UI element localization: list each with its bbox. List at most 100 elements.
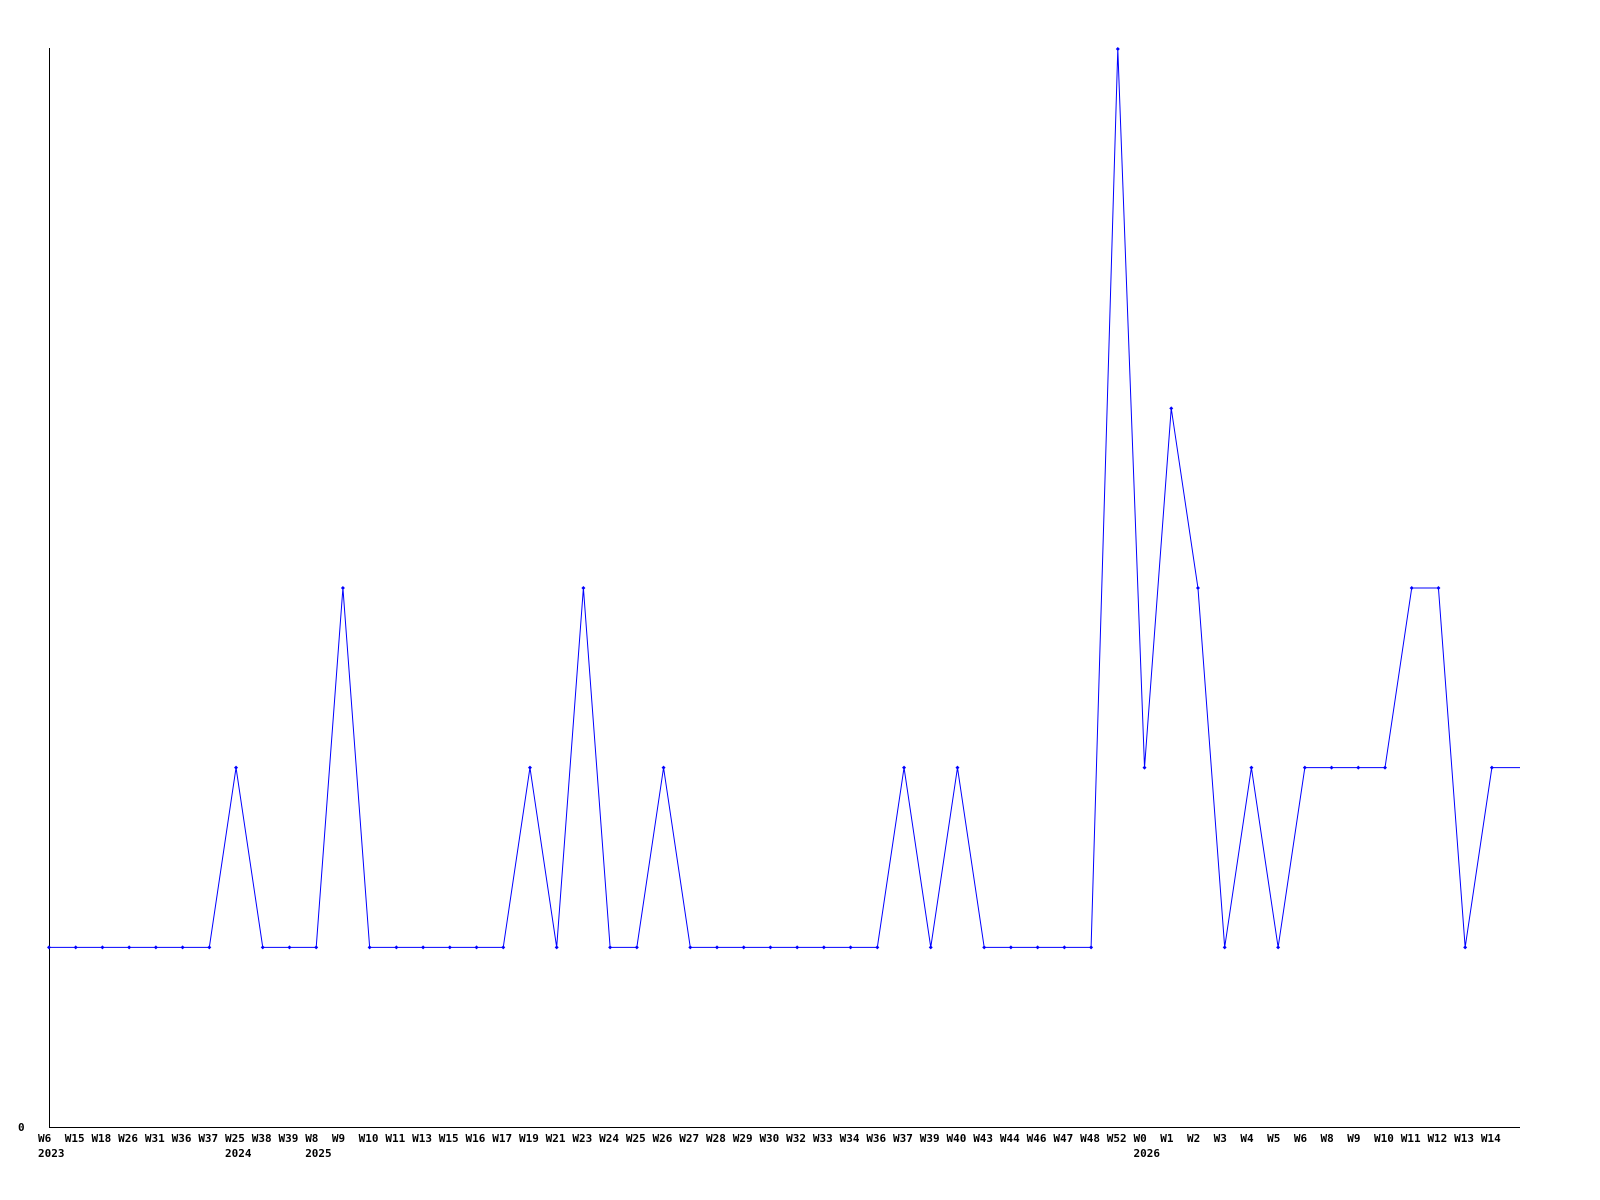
- x-tick-label: W33: [813, 1132, 833, 1145]
- x-tick-label: W47: [1053, 1132, 1073, 1145]
- data-point: [180, 945, 185, 950]
- data-point: [127, 945, 132, 950]
- x-tick-label: W30: [759, 1132, 779, 1145]
- x-tick-label: W16: [466, 1132, 486, 1145]
- data-point: [1383, 765, 1387, 770]
- x-tick-label: W36: [866, 1132, 886, 1145]
- data-point: [501, 945, 506, 950]
- data-point: [1222, 945, 1227, 950]
- data-point: [1115, 47, 1120, 51]
- x-tick-label: W37: [893, 1132, 913, 1145]
- x-tick-label: W26: [118, 1132, 138, 1145]
- x-tick-label: W25: [225, 1132, 245, 1145]
- x-tick-label: W1: [1160, 1132, 1174, 1145]
- data-point: [1195, 586, 1200, 590]
- data-point: [848, 945, 853, 950]
- data-point: [234, 765, 239, 770]
- data-point: [581, 586, 586, 590]
- data-point: [715, 945, 719, 950]
- x-tick-label: W44: [1000, 1132, 1020, 1145]
- data-point: [474, 945, 479, 950]
- data-point: [340, 586, 345, 590]
- data-point: [207, 945, 212, 950]
- data-point: [1302, 765, 1307, 770]
- data-point: [447, 945, 452, 950]
- x-year-label: 2023: [38, 1147, 65, 1160]
- data-point: [1142, 765, 1147, 770]
- data-point: [1489, 765, 1494, 770]
- data-point: [1008, 945, 1013, 950]
- x-tick-label: W40: [946, 1132, 966, 1145]
- x-tick-label: W9: [332, 1132, 345, 1145]
- data-point: [741, 945, 746, 950]
- x-tick-label: W3: [1214, 1132, 1227, 1145]
- x-tick-label: W10: [359, 1132, 379, 1145]
- data-point: [421, 945, 426, 950]
- data-point: [1463, 945, 1468, 950]
- x-tick-label: W23: [572, 1132, 592, 1145]
- x-tick-label: W0: [1134, 1132, 1147, 1145]
- data-point: [1169, 406, 1174, 411]
- x-tick-label: W9: [1347, 1132, 1360, 1145]
- data-point: [1329, 765, 1334, 770]
- x-year-label: 2026: [1134, 1147, 1161, 1160]
- data-point: [1436, 586, 1441, 590]
- data-point: [768, 945, 773, 950]
- data-point: [982, 945, 987, 950]
- data-point: [821, 945, 826, 950]
- x-tick-label: W48: [1080, 1132, 1100, 1145]
- data-point: [875, 945, 880, 950]
- data-point: [287, 945, 292, 950]
- data-point: [661, 765, 666, 770]
- data-point: [314, 945, 319, 950]
- x-tick-label: W13: [1454, 1132, 1474, 1145]
- data-point: [367, 945, 372, 950]
- x-tick-label: W43: [973, 1132, 993, 1145]
- x-tick-label: W38: [252, 1132, 272, 1145]
- x-tick-label: W11: [385, 1132, 405, 1145]
- x-tick-label: W12: [1427, 1132, 1447, 1145]
- data-point: [955, 765, 960, 770]
- x-tick-label: W13: [412, 1132, 432, 1145]
- data-point: [795, 945, 800, 950]
- x-tick-label: W36: [172, 1132, 192, 1145]
- x-tick-label: W18: [91, 1132, 111, 1145]
- data-point: [527, 765, 532, 770]
- x-tick-label: W26: [653, 1132, 673, 1145]
- x-tick-label: W11: [1401, 1132, 1421, 1145]
- data-point: [688, 945, 693, 950]
- data-point: [153, 945, 158, 950]
- x-tick-label: W25: [626, 1132, 646, 1145]
- x-tick-label: W14: [1481, 1132, 1501, 1145]
- x-year-label: 2025: [305, 1147, 332, 1160]
- x-year-label: 2024: [225, 1147, 252, 1160]
- x-tick-label: W32: [786, 1132, 806, 1145]
- data-point: [260, 945, 265, 950]
- x-tick-label: W27: [679, 1132, 699, 1145]
- data-point: [73, 945, 78, 950]
- x-tick-label: W24: [599, 1132, 619, 1145]
- data-point: [394, 945, 399, 950]
- series-line: [49, 48, 1520, 948]
- x-tick-label: W6: [38, 1132, 52, 1145]
- x-tick-label: W8: [305, 1132, 318, 1145]
- x-tick-label: W39: [920, 1132, 940, 1145]
- data-point: [100, 945, 105, 950]
- data-point: [1035, 945, 1040, 950]
- x-tick-label: W15: [65, 1132, 85, 1145]
- x-tick-label: W6: [1294, 1132, 1308, 1145]
- y-tick-label-0: 0: [18, 1121, 25, 1134]
- data-point: [1409, 586, 1414, 590]
- data-point: [554, 945, 559, 950]
- x-tick-label: W28: [706, 1132, 726, 1145]
- x-tick-label: W4: [1240, 1132, 1254, 1145]
- x-tick-label: W8: [1321, 1132, 1334, 1145]
- data-point: [1089, 945, 1094, 950]
- x-tick-label: W5: [1267, 1132, 1280, 1145]
- data-point: [1249, 765, 1254, 770]
- data-point: [1356, 765, 1361, 770]
- x-tick-label: W17: [492, 1132, 512, 1145]
- data-point: [47, 945, 51, 950]
- x-tick-label: W31: [145, 1132, 165, 1145]
